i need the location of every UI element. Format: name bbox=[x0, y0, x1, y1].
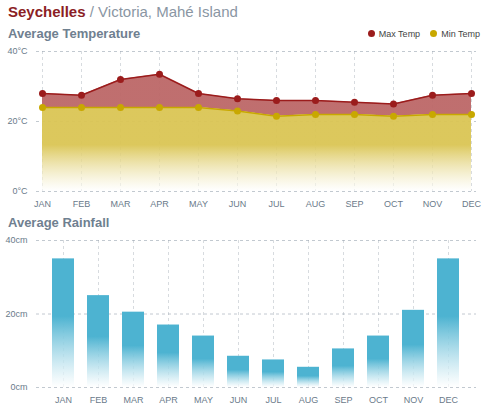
svg-text:20cm: 20cm bbox=[5, 309, 27, 319]
svg-text:JUN: JUN bbox=[229, 199, 247, 209]
svg-text:0°C: 0°C bbox=[12, 186, 28, 196]
svg-text:DEC: DEC bbox=[439, 395, 459, 405]
svg-text:NOV: NOV bbox=[423, 199, 443, 209]
svg-text:20°C: 20°C bbox=[7, 116, 28, 126]
svg-text:JAN: JAN bbox=[55, 395, 72, 405]
svg-text:SEP: SEP bbox=[345, 199, 363, 209]
svg-text:FEB: FEB bbox=[90, 395, 108, 405]
svg-text:JUL: JUL bbox=[268, 199, 284, 209]
svg-text:0cm: 0cm bbox=[10, 382, 27, 392]
svg-text:FEB: FEB bbox=[73, 199, 91, 209]
svg-text:AUG: AUG bbox=[299, 395, 319, 405]
svg-text:OCT: OCT bbox=[384, 199, 404, 209]
html-text:Max Temp: Max Temp bbox=[378, 28, 421, 39]
svg-text:40cm: 40cm bbox=[5, 235, 27, 245]
html-text:Average Temperature: Average Temperature bbox=[8, 26, 141, 41]
svg-text:APR: APR bbox=[159, 395, 178, 405]
html-text:Min Temp: Min Temp bbox=[441, 28, 480, 39]
html-text:Seychelles / Victoria, Mahé Is: Seychelles / Victoria, Mahé Island bbox=[8, 3, 238, 20]
svg-text:DEC: DEC bbox=[462, 199, 482, 209]
svg-text:MAY: MAY bbox=[194, 395, 213, 405]
svg-text:MAY: MAY bbox=[189, 199, 208, 209]
svg-text:40°C: 40°C bbox=[7, 46, 28, 56]
svg-text:JAN: JAN bbox=[34, 199, 51, 209]
svg-text:APR: APR bbox=[150, 199, 169, 209]
svg-text:JUN: JUN bbox=[230, 395, 248, 405]
svg-text:MAR: MAR bbox=[124, 395, 145, 405]
html-text:Average Rainfall: Average Rainfall bbox=[8, 215, 110, 230]
svg-text:MAR: MAR bbox=[111, 199, 132, 209]
svg-text:AUG: AUG bbox=[306, 199, 326, 209]
svg-text:NOV: NOV bbox=[404, 395, 424, 405]
svg-text:SEP: SEP bbox=[334, 395, 352, 405]
svg-text:OCT: OCT bbox=[369, 395, 389, 405]
svg-text:JUL: JUL bbox=[265, 395, 281, 405]
